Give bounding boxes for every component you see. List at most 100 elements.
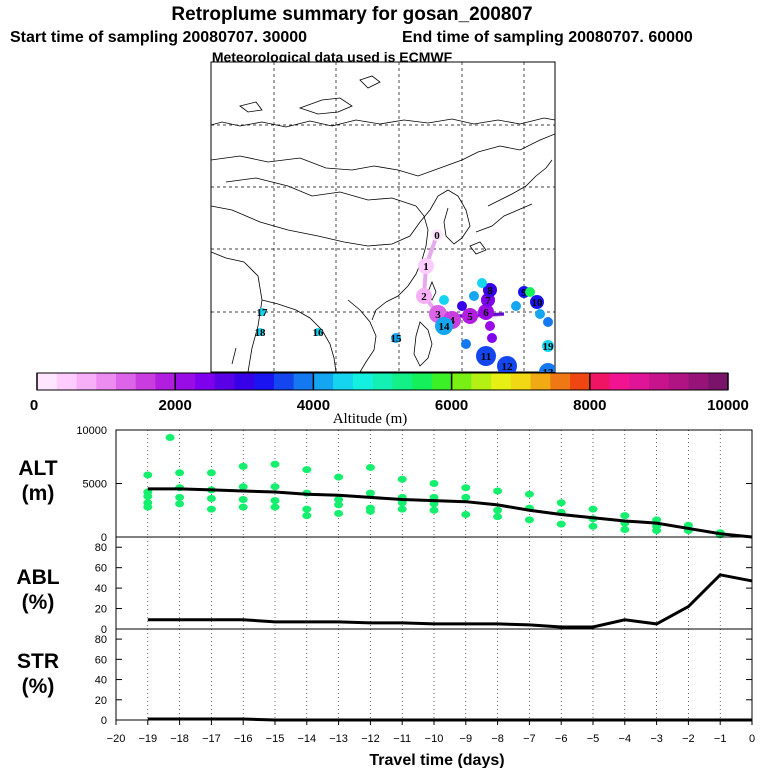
- colorbar-segment: [273, 373, 295, 390]
- abl-panel-unit: (%): [22, 591, 55, 614]
- y-tick-label: 5000: [83, 479, 107, 491]
- alt-scatter-point: [206, 469, 216, 477]
- colorbar-segment: [313, 373, 334, 390]
- colorbar-segment: [451, 373, 472, 390]
- colorbar-segment: [629, 373, 650, 390]
- alt-scatter-point: [143, 503, 153, 511]
- colorbar-segment: [56, 373, 77, 390]
- particle-marker: [525, 287, 535, 297]
- str-series-line: [147, 717, 752, 722]
- y-tick-label: 40: [95, 583, 107, 595]
- y-tick-label: 10000: [76, 425, 107, 437]
- alt-scatter-point: [175, 469, 185, 477]
- trajectory-day-label: 3: [435, 309, 441, 321]
- alt-scatter-point: [588, 522, 598, 530]
- colorbar-tick-label: 8000: [573, 397, 606, 414]
- alt-scatter-point: [620, 512, 630, 520]
- colorbar-tick-label: 4000: [297, 397, 330, 414]
- trajectory-marker: [431, 229, 443, 241]
- x-tick-label: −10: [425, 733, 444, 745]
- alt-scatter-point: [238, 462, 248, 470]
- y-tick-label: 60: [95, 563, 107, 575]
- particle-marker: [535, 309, 545, 319]
- trajectory-day-label: 1: [423, 261, 429, 273]
- trajectory-marker: [256, 328, 264, 336]
- colorbar-segment: [431, 373, 453, 390]
- trajectory-day-label: 7: [485, 295, 491, 307]
- x-tick-label: −3: [650, 733, 663, 745]
- trajectory-day-label: 19: [543, 341, 555, 353]
- alt-scatter-point: [365, 463, 375, 471]
- x-tick-label: −9: [460, 733, 473, 745]
- alt-scatter-point: [461, 511, 471, 519]
- alt-scatter-point: [461, 493, 471, 501]
- colorbar-segment: [96, 373, 117, 390]
- colorbar-tick-label: 10000: [707, 397, 749, 414]
- trajectory-marker: [483, 283, 497, 297]
- colorbar-segment: [333, 373, 354, 390]
- colorbar-segment: [175, 373, 196, 390]
- alt-scatter-point: [143, 492, 153, 500]
- colorbar-segment: [115, 373, 137, 390]
- alt-scatter-point: [493, 487, 503, 495]
- alt-panel-unit: (m): [22, 482, 55, 505]
- alt-scatter-point: [302, 512, 312, 520]
- trajectory-day-label: 14: [439, 321, 451, 333]
- x-tick-label: 0: [749, 733, 755, 745]
- particle-marker: [461, 339, 471, 349]
- trajectory-marker: [258, 308, 266, 316]
- colorbar-segment: [649, 373, 670, 390]
- trajectory-marker: [314, 328, 322, 336]
- alt-scatter-point: [270, 483, 280, 491]
- trajectory-marker: [542, 340, 554, 352]
- alt-scatter-point: [652, 527, 662, 535]
- trajectory-day-label: 0: [434, 230, 440, 242]
- x-tick-label: −7: [523, 733, 536, 745]
- particle-marker: [485, 321, 495, 331]
- x-tick-label: −6: [555, 733, 568, 745]
- colorbar-segment: [510, 373, 532, 390]
- trajectory-day-label: 8: [487, 285, 493, 297]
- trajectory-day-label: 16: [313, 327, 325, 339]
- alt-scatter-point: [143, 471, 153, 479]
- x-tick-label: −5: [587, 733, 600, 745]
- map-grid: [211, 62, 555, 372]
- colorbar-tick-label: 0: [30, 397, 38, 414]
- y-tick-label: 0: [101, 532, 107, 544]
- panel-frame: [115, 628, 753, 721]
- colorbar-segment: [254, 373, 275, 390]
- colorbar-segment: [37, 373, 58, 390]
- str-panel-unit: (%): [22, 675, 55, 698]
- colorbar-segment: [135, 373, 156, 390]
- x-tick-label: −12: [361, 733, 380, 745]
- alt-scatter-point: [270, 503, 280, 511]
- alt-scatter-point: [524, 516, 534, 524]
- trajectory-day-label: 5: [467, 311, 473, 323]
- particle-marker: [487, 333, 497, 343]
- trajectory-day-label: 13: [543, 367, 555, 379]
- y-tick-label: 0: [101, 624, 107, 636]
- trajectory-day-label: 15: [391, 333, 403, 345]
- x-tick-label: −18: [170, 733, 189, 745]
- met-data-label: Meteorological data used is ECMWF: [212, 49, 453, 65]
- trajectory-day-label: 6: [483, 307, 489, 319]
- trajectory-marker: [530, 295, 544, 309]
- colorbar-segment: [293, 373, 314, 390]
- abl-series-line: [147, 573, 753, 629]
- alt-scatter-point: [493, 506, 503, 514]
- particle-marker: [469, 291, 479, 301]
- colorbar-segment: [392, 373, 413, 390]
- particle-marker: [439, 295, 449, 305]
- alt-scatter-point: [334, 473, 344, 481]
- alt-scatter-point: [397, 505, 407, 513]
- colorbar-tick-label: 2000: [159, 397, 192, 414]
- x-tick-label: −11: [393, 733, 411, 745]
- alt-scatter-point: [238, 483, 248, 491]
- alt-panel-label: ALT: [18, 457, 57, 480]
- colorbar-segment: [76, 373, 97, 390]
- trajectory-map: 012345678910111213141516171819: [210, 61, 556, 379]
- alt-scatter-point: [206, 494, 216, 502]
- alt-scatter-point: [302, 505, 312, 513]
- trajectory-marker: [478, 304, 494, 320]
